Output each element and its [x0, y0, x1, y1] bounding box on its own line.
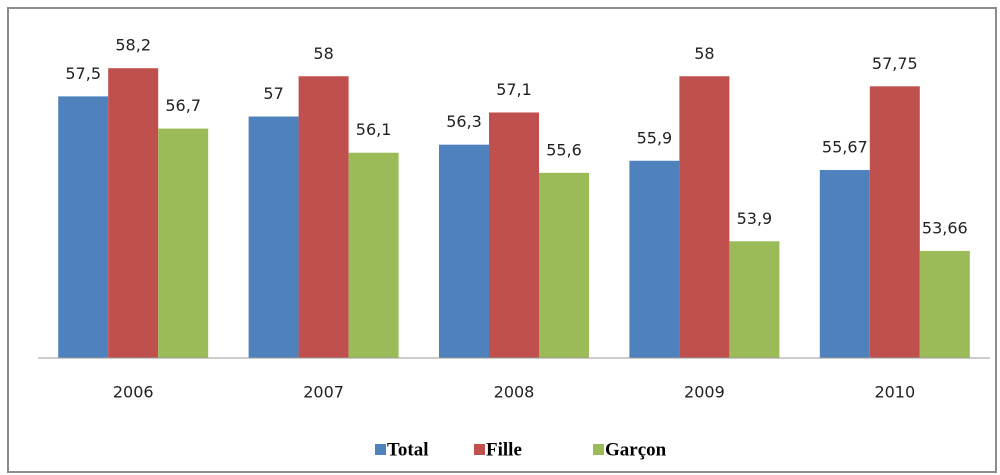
bar — [439, 144, 489, 358]
data-label: 53,66 — [922, 218, 968, 237]
bar — [869, 86, 920, 358]
bar — [729, 241, 780, 358]
data-label: 56,1 — [356, 120, 392, 139]
data-label: 55,67 — [822, 138, 868, 157]
bar — [58, 96, 109, 358]
data-label: 55,6 — [546, 140, 582, 159]
data-label: 57 — [263, 84, 283, 103]
legend-swatch — [474, 444, 485, 455]
legend-label: Total — [387, 439, 429, 460]
data-label: 53,9 — [737, 209, 773, 228]
bar — [819, 170, 870, 358]
legend-swatch — [375, 444, 386, 455]
bar — [919, 250, 970, 358]
bar — [158, 128, 209, 358]
bar — [489, 112, 539, 358]
x-tick-label: 2010 — [874, 383, 915, 402]
data-label: 58 — [694, 44, 714, 63]
data-label: 57,75 — [872, 54, 918, 73]
x-tick-label: 2007 — [303, 383, 344, 402]
legend-label: Fille — [486, 439, 522, 460]
x-tick-label: 2009 — [684, 383, 725, 402]
x-tick-label: 2008 — [494, 383, 535, 402]
bar — [298, 76, 349, 358]
legend-label: Garçon — [605, 439, 667, 460]
data-label: 57,5 — [65, 64, 101, 83]
bar — [679, 76, 730, 358]
data-label: 58,2 — [115, 36, 151, 55]
bar — [348, 152, 399, 358]
legend-swatch — [593, 444, 604, 455]
bar — [108, 68, 159, 358]
data-label: 57,1 — [496, 80, 532, 99]
data-label: 58 — [313, 44, 333, 63]
bar — [629, 160, 680, 358]
data-label: 56,7 — [165, 96, 201, 115]
data-label: 55,9 — [637, 128, 673, 147]
x-tick-label: 2006 — [113, 383, 154, 402]
bar — [539, 172, 589, 358]
bar — [248, 116, 299, 358]
data-label: 56,3 — [446, 112, 482, 131]
